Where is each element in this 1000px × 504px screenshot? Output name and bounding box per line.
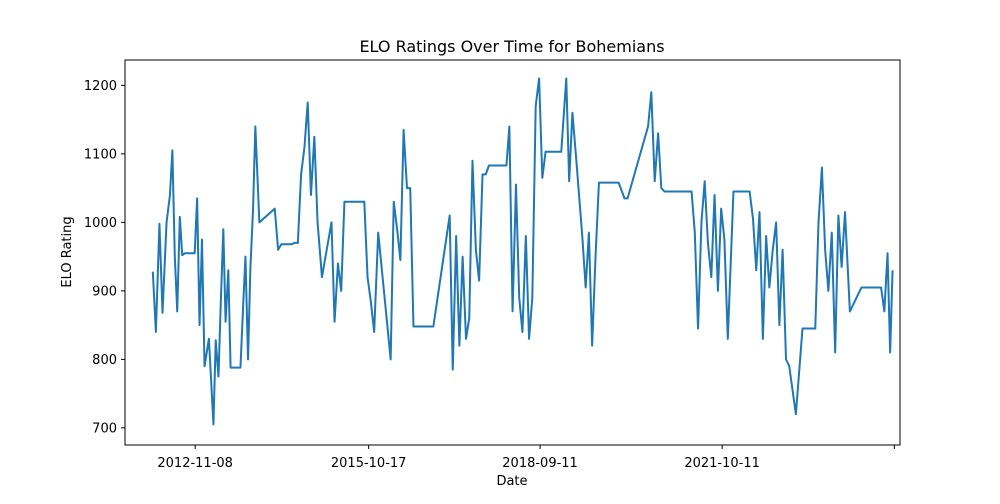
x-tick-label: 2018-09-11 <box>502 456 578 471</box>
x-tick-label: 2021-10-11 <box>684 456 760 471</box>
y-tick-label: 900 <box>92 284 117 299</box>
chart-title: ELO Ratings Over Time for Bohemians <box>359 37 664 56</box>
series-line-elo-rating <box>151 77 894 426</box>
y-tick-label: 1100 <box>84 147 117 162</box>
x-tick-label: 2015-10-17 <box>331 456 407 471</box>
plot-area-frame <box>124 59 901 446</box>
y-tick-label: 800 <box>92 353 117 368</box>
y-tick-label: 1200 <box>84 79 117 94</box>
x-axis: 2012-11-08 2015-10-17 2018-09-11 2021-10-11 <box>157 445 895 471</box>
x-axis-label: Date <box>496 474 527 489</box>
y-tick-label: 700 <box>92 421 117 436</box>
y-axis: 700 800 900 1000 1100 1200 <box>84 79 125 436</box>
y-axis-label: ELO Rating <box>60 216 75 287</box>
y-tick-label: 1000 <box>84 216 117 231</box>
x-tick-label: 2012-11-08 <box>157 456 233 471</box>
